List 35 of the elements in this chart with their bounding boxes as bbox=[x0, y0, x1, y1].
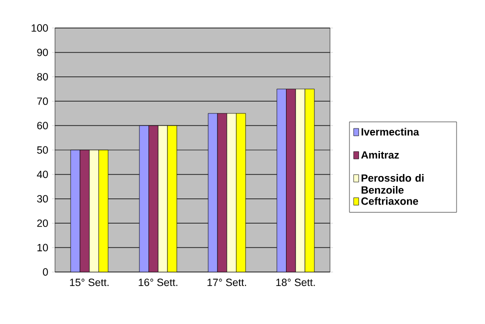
y-tick-label: 60 bbox=[37, 122, 48, 130]
bar bbox=[70, 150, 80, 272]
bar bbox=[208, 113, 218, 272]
bar bbox=[236, 113, 246, 272]
bar bbox=[295, 88, 306, 272]
y-tick-label: 10 bbox=[37, 244, 48, 252]
bar bbox=[80, 150, 90, 272]
bar bbox=[89, 150, 99, 272]
y-tick-label: 0 bbox=[42, 268, 48, 276]
y-tick-label: 50 bbox=[37, 146, 48, 154]
y-tick-label: 20 bbox=[37, 220, 48, 227]
bar bbox=[167, 125, 178, 272]
bar bbox=[217, 113, 228, 272]
x-tick-label: 18° Sett. bbox=[276, 278, 315, 286]
y-tick-label: 40 bbox=[36, 170, 48, 178]
bar bbox=[304, 88, 315, 272]
bar bbox=[158, 125, 168, 272]
y-tick-label: 100 bbox=[32, 24, 48, 32]
bar bbox=[286, 88, 296, 272]
x-tick-label: 16° Sett. bbox=[138, 278, 178, 286]
x-tick-label: 17° Sett. bbox=[208, 278, 246, 286]
y-tick-label: 30 bbox=[37, 195, 48, 203]
y-tick-label: 70 bbox=[37, 98, 48, 105]
legend-label: Ceftriaxone bbox=[361, 197, 418, 205]
bar bbox=[139, 125, 149, 272]
bar bbox=[276, 88, 286, 272]
x-tick-label: 15° Sett. bbox=[70, 278, 109, 286]
bar bbox=[148, 125, 158, 272]
y-tick-label: 80 bbox=[37, 73, 48, 81]
legend-label: Perossido di Benzoile bbox=[362, 174, 424, 194]
bar bbox=[226, 113, 236, 272]
bar bbox=[98, 150, 108, 272]
legend-label: Ivermectina bbox=[362, 128, 420, 136]
legend-label: Amitraz bbox=[361, 150, 399, 159]
y-tick-label: 90 bbox=[37, 48, 48, 56]
